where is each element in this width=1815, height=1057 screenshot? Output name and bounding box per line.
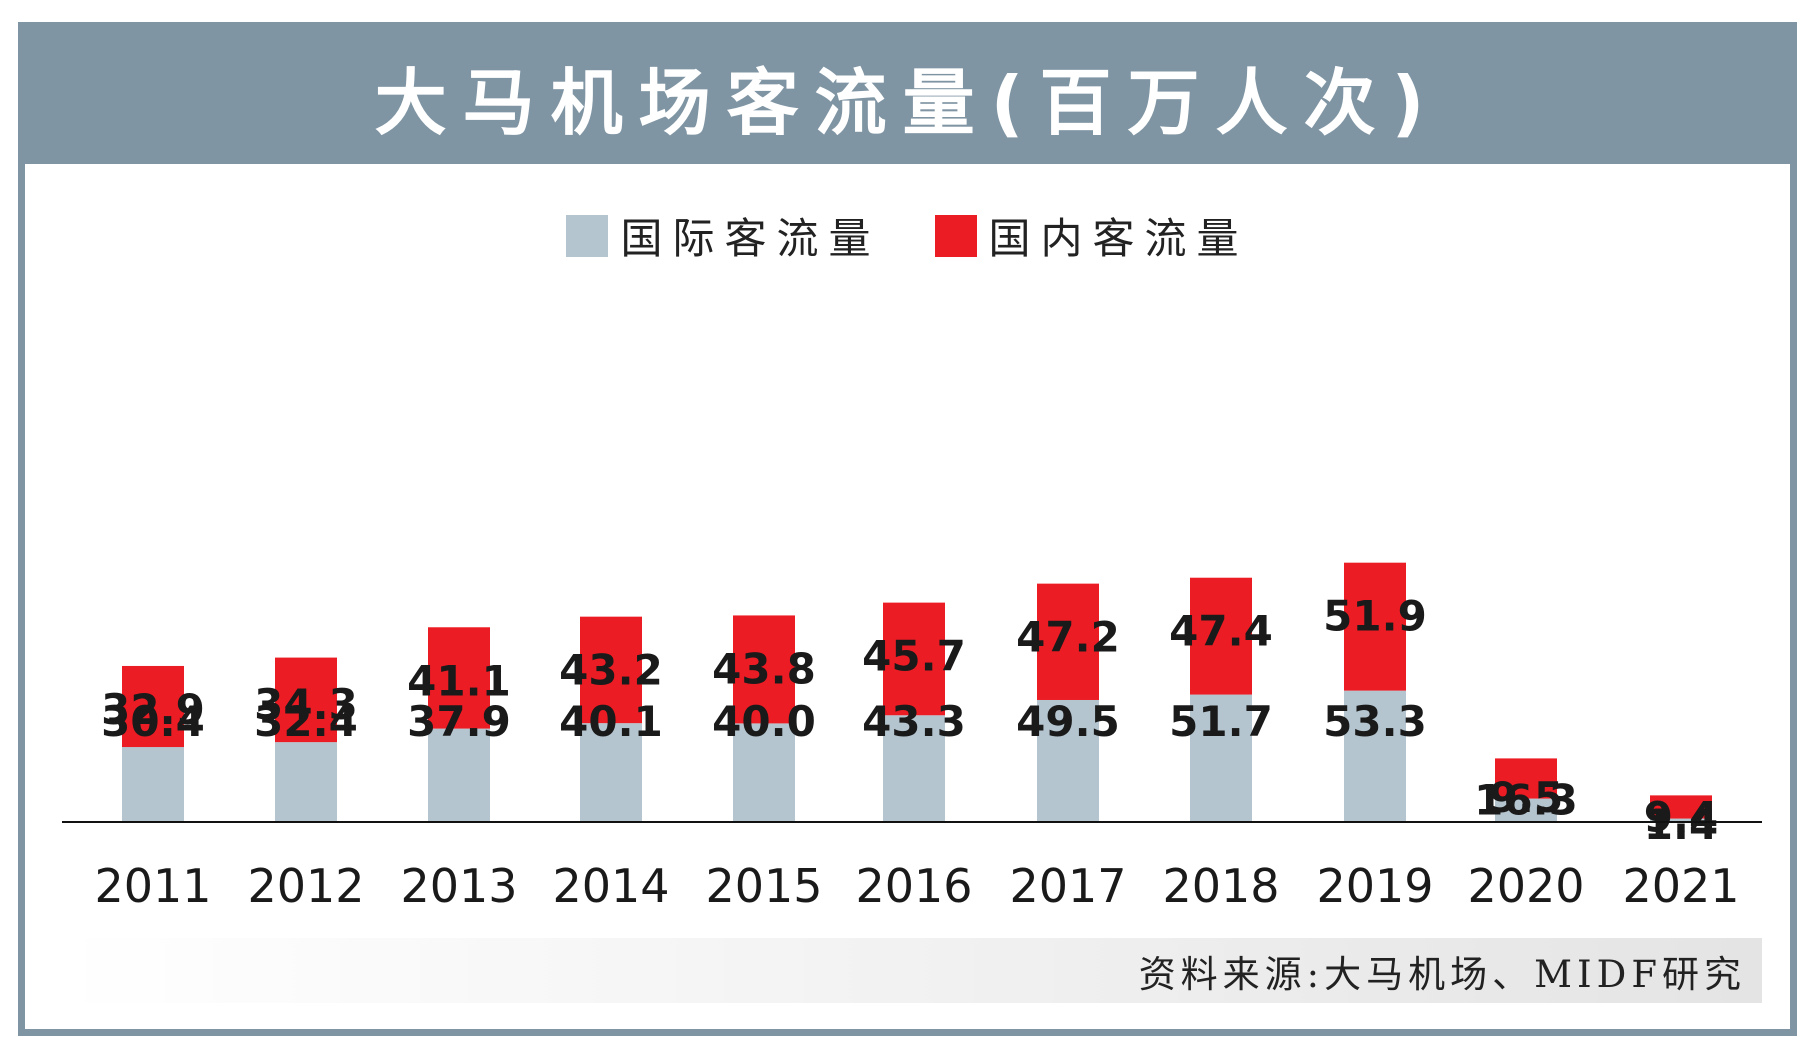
data-label-domestic-2016: 45.7 — [862, 632, 966, 681]
bar-domestic-2017 — [1037, 583, 1099, 700]
data-label-domestic-2014: 43.2 — [559, 646, 663, 695]
data-label-international-2016: 43.3 — [862, 697, 966, 746]
source-bar: 资料来源:大马机场、MIDF研究 — [62, 938, 1762, 1003]
data-label-international-2011: 30.4 — [101, 697, 205, 746]
data-label-domestic-2015: 43.8 — [712, 644, 816, 693]
title-bar: 大马机场客流量(百万人次) — [25, 29, 1790, 164]
x-tick-label-2021: 2021 — [1622, 859, 1739, 913]
x-tick-label-2012: 2012 — [247, 859, 364, 913]
bar-international-2012 — [275, 742, 337, 822]
data-label-international-2017: 49.5 — [1016, 697, 1120, 746]
bar-international-2017 — [1037, 699, 1099, 822]
bar-international-2019 — [1344, 690, 1406, 822]
x-tick-label-2013: 2013 — [400, 859, 517, 913]
bar-international-2014 — [580, 723, 642, 822]
bar-domestic-2012 — [275, 657, 337, 743]
data-label-international-2021: 1.4 — [1644, 800, 1718, 849]
legend-swatch-international — [566, 214, 609, 257]
bar-domestic-2013 — [428, 627, 490, 729]
legend: 国际客流量 国内客流量 — [0, 205, 1815, 266]
x-tick-label-2014: 2014 — [552, 859, 669, 913]
legend-swatch-domestic — [934, 214, 977, 257]
bar-international-2015 — [733, 723, 795, 822]
bar-international-2021 — [1650, 818, 1712, 822]
bar-domestic-2014 — [580, 616, 642, 724]
data-label-domestic-2012: 34.3 — [254, 680, 358, 729]
x-tick-label-2018: 2018 — [1162, 859, 1279, 913]
x-tick-label-2017: 2017 — [1009, 859, 1126, 913]
data-label-international-2015: 40.0 — [712, 697, 816, 746]
data-label-international-2014: 40.1 — [559, 697, 663, 746]
x-tick-label-2011: 2011 — [94, 859, 211, 913]
data-label-domestic-2011: 32.9 — [101, 685, 205, 734]
chart-title: 大马机场客流量(百万人次) — [374, 61, 1441, 145]
bar-domestic-2019 — [1344, 562, 1406, 691]
x-tick-label-2019: 2019 — [1316, 859, 1433, 913]
legend-item-international: 国际客流量 — [566, 205, 880, 266]
data-label-domestic-2018: 47.4 — [1169, 607, 1273, 656]
bar-domestic-2015 — [733, 615, 795, 724]
bar-domestic-2016 — [883, 602, 945, 716]
data-label-international-2020: 9.5 — [1489, 773, 1563, 822]
bar-international-2020 — [1495, 798, 1557, 822]
x-tick-label-2016: 2016 — [855, 859, 972, 913]
data-label-international-2019: 53.3 — [1323, 697, 1427, 746]
bar-international-2011 — [122, 747, 184, 822]
bar-domestic-2021 — [1650, 795, 1712, 819]
legend-label-domestic: 国内客流量 — [988, 214, 1249, 263]
data-label-domestic-2021: 9.4 — [1644, 792, 1718, 841]
data-label-international-2018: 51.7 — [1169, 697, 1273, 746]
bar-international-2013 — [428, 728, 490, 822]
bar-domestic-2018 — [1190, 577, 1252, 695]
data-label-domestic-2017: 47.2 — [1016, 613, 1120, 662]
data-label-domestic-2019: 51.9 — [1323, 592, 1427, 641]
bar-international-2016 — [883, 715, 945, 822]
chart-frame: 大马机场客流量(百万人次) — [18, 22, 1797, 1036]
data-label-domestic-2013: 41.1 — [407, 656, 511, 705]
x-tick-label-2015: 2015 — [705, 859, 822, 913]
legend-item-domestic: 国内客流量 — [934, 205, 1249, 266]
legend-label-international: 国际客流量 — [620, 214, 881, 263]
data-label-domestic-2020: 16.3 — [1474, 775, 1578, 824]
data-label-international-2013: 37.9 — [407, 697, 511, 746]
bar-domestic-2020 — [1495, 758, 1557, 799]
bar-domestic-2011 — [122, 665, 184, 748]
data-label-international-2012: 32.4 — [254, 697, 358, 746]
source-note: 资料来源:大马机场、MIDF研究 — [1138, 952, 1746, 996]
bar-international-2018 — [1190, 694, 1252, 822]
x-tick-label-2020: 2020 — [1467, 859, 1584, 913]
